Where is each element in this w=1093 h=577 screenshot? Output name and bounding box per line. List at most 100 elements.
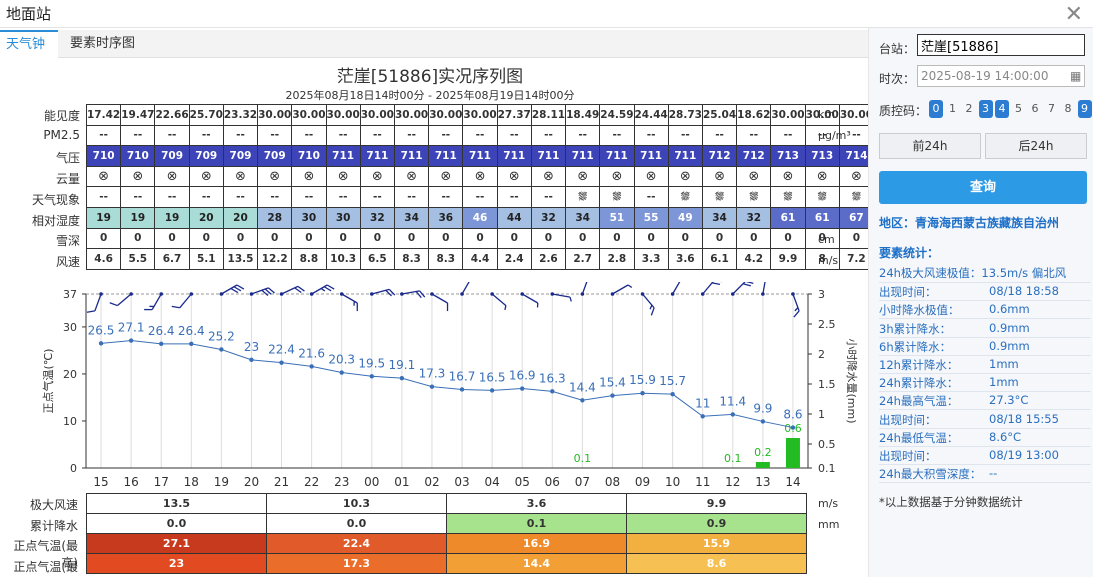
stat-row: 6h累计降水： 0.9mm xyxy=(879,338,1091,356)
element-cell: -- xyxy=(393,124,430,147)
qc-code-toggle[interactable]: 7 xyxy=(1048,102,1055,115)
element-cell: 34 xyxy=(393,206,430,229)
element-row-label: 天气现象 xyxy=(31,192,80,207)
element-cell: ⊗ xyxy=(530,165,567,188)
element-cell: 2.8 xyxy=(599,248,635,270)
element-row-label: 雪深 xyxy=(55,234,80,249)
element-cell: ⛆ xyxy=(804,186,840,208)
stat-value: 27.3°C xyxy=(989,393,1029,408)
wind-barb xyxy=(702,282,723,295)
qc-code-toggle[interactable]: 8 xyxy=(1064,102,1072,115)
x-tick-label: 07 xyxy=(575,475,590,489)
summary-cell: 0.0 xyxy=(86,513,267,534)
stat-key: 24h最低气温： xyxy=(879,430,959,445)
tab-weather-clock[interactable]: 天气钟 xyxy=(0,30,58,58)
element-cell: 61 xyxy=(804,206,840,229)
x-tick-label: 11 xyxy=(695,475,710,489)
wind-barb xyxy=(792,293,800,318)
qc-code-toggle[interactable]: 2 xyxy=(965,102,973,115)
next-24h-button[interactable]: 后24h xyxy=(985,133,1087,159)
element-cell: ⊗ xyxy=(85,165,122,188)
stat-row: 出现时间： 08/18 18:58 xyxy=(879,283,1091,302)
element-cell: 0 xyxy=(257,227,293,250)
qc-code-toggle[interactable]: 3 xyxy=(978,100,993,118)
stat-value: 13.5m/s 偏北风 xyxy=(981,266,1067,280)
temperature-label: 14.4 xyxy=(569,380,596,394)
stat-value: 0.9mm xyxy=(989,338,1030,353)
wind-barb xyxy=(281,285,305,295)
element-cell: 30.00 xyxy=(804,104,840,126)
y2-tick-label: 1.5 xyxy=(818,378,836,391)
temperature-point xyxy=(580,398,585,403)
element-cell: ⛆ xyxy=(701,186,738,208)
qc-code-toggle[interactable]: 1 xyxy=(949,102,956,115)
summary-cell: 3.6 xyxy=(446,493,627,514)
stat-key: 出现时间： xyxy=(879,285,937,300)
prev-24h-button[interactable]: 前24h xyxy=(879,133,981,159)
qc-code-toggle[interactable]: 5 xyxy=(1015,102,1022,115)
stat-value: 8.6°C xyxy=(989,429,1022,444)
calendar-icon[interactable]: ▦ xyxy=(1070,69,1082,83)
summary-row-label: 累计降水 xyxy=(29,518,78,533)
element-cell: ⊗ xyxy=(291,165,327,188)
summary-row: 0.0 0.0 0.1 0.9 xyxy=(86,513,807,534)
wind-barb xyxy=(672,282,683,295)
element-cell: 712 xyxy=(701,145,738,167)
temperature-label: 25.2 xyxy=(208,329,235,343)
element-cell: ⊗ xyxy=(393,165,430,188)
element-cell: 0 xyxy=(667,227,703,250)
element-cell: -- xyxy=(633,124,669,147)
element-cell: ⊗ xyxy=(667,165,703,188)
element-cell: 18.49 xyxy=(565,104,601,126)
element-cell: 0 xyxy=(291,227,327,250)
temperature-label: 8.6 xyxy=(783,408,802,422)
element-cell: ⊗ xyxy=(325,165,361,188)
time-input[interactable] xyxy=(917,65,1085,87)
y2-tick-label: 2 xyxy=(818,348,825,361)
element-cell: 27.37 xyxy=(496,104,532,126)
qc-code-toggle[interactable]: 6 xyxy=(1031,102,1039,115)
element-cell: -- xyxy=(120,186,156,208)
element-cell: ⊗ xyxy=(359,165,395,188)
precip-label: 0.1 xyxy=(574,452,592,465)
y2-axis-title: 小时降水量(mm) xyxy=(845,338,859,423)
element-cell: 714 xyxy=(838,145,875,167)
element-row: ⊗ ⊗ ⊗ ⊗ ⊗ ⊗ ⊗ ⊗ ⊗ ⊗ ⊗ ⊗ ⊗ ⊗ ⊗ ⊗ ⊗ ⊗ ⊗ ⊗ ⊗ ⊗ ⊗ xyxy=(85,165,905,188)
element-cell: 2.4 xyxy=(496,248,532,270)
element-cell: 710 xyxy=(85,145,122,167)
query-button[interactable]: 查询 xyxy=(879,171,1087,204)
element-cell: 36 xyxy=(428,206,464,229)
element-cell: 25.04 xyxy=(701,104,738,126)
element-cell: ⊗ xyxy=(736,165,772,188)
wind-barb-base xyxy=(159,292,164,296)
wind-barb xyxy=(491,293,507,311)
station-input[interactable] xyxy=(917,34,1085,56)
qc-code-toggle[interactable]: 4 xyxy=(995,100,1009,118)
close-icon[interactable]: ✕ xyxy=(1064,2,1083,27)
stat-key: 出现时间： xyxy=(879,412,937,427)
wind-barb xyxy=(401,290,426,299)
element-cell: 0 xyxy=(359,227,395,250)
element-row: 4.6 5.5 6.7 5.1 13.5 12.2 8.8 10.3 6.5 8.3 8.3 4.4 2… xyxy=(85,248,905,270)
tab-element-series[interactable]: 要素时序图 xyxy=(70,36,136,51)
element-cell: 32 xyxy=(736,206,772,229)
element-cell: 28 xyxy=(257,206,293,229)
summary-row-unit: mm xyxy=(818,517,840,531)
summary-cell: 17.3 xyxy=(266,553,447,574)
element-cell: ⊗ xyxy=(599,165,635,188)
stat-value: -- xyxy=(989,466,998,481)
qc-code-toggle[interactable]: 0 xyxy=(929,100,943,118)
temperature-point xyxy=(610,393,615,398)
stats-title: 要素统计： xyxy=(879,246,940,260)
element-cell: -- xyxy=(599,124,635,147)
stat-value: 1mm xyxy=(989,375,1019,390)
element-cell: -- xyxy=(291,186,327,208)
stat-row: 24h极大风速极值：13.5m/s 偏北风 xyxy=(879,265,1091,283)
qc-code-toggle[interactable]: 9 xyxy=(1077,100,1092,118)
element-cell: 61 xyxy=(770,206,806,229)
temperature-point xyxy=(760,419,766,424)
temperature-label: 26.4 xyxy=(148,324,175,338)
wind-barb xyxy=(311,284,335,295)
element-cell: -- xyxy=(770,124,806,147)
wind-barb xyxy=(431,293,449,312)
